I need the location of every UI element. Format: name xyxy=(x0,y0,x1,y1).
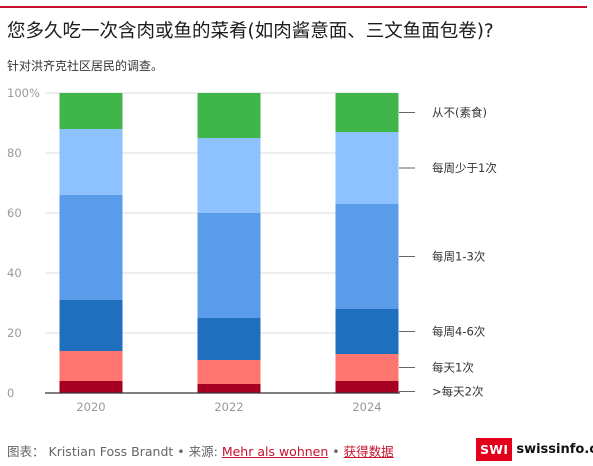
y-tick-label: 60 xyxy=(7,206,22,220)
chart-title: 您多久吃一次含肉或鱼的菜肴(如肉酱意面、三文鱼面包卷)? xyxy=(7,21,494,42)
bar-segment xyxy=(59,351,123,381)
bar-segment xyxy=(335,354,399,381)
bar-segment xyxy=(59,300,123,351)
bar-segment xyxy=(197,318,261,360)
bar-segment xyxy=(197,93,261,138)
separator: • xyxy=(332,444,340,459)
author-name: Kristian Foss Brandt xyxy=(48,444,174,459)
source-label: 来源: xyxy=(188,444,218,459)
get-data-link[interactable]: 获得数据 xyxy=(343,444,394,459)
bar-segment xyxy=(335,309,399,354)
graphic-label: 图表： xyxy=(7,444,45,459)
x-tick-label: 2022 xyxy=(214,400,243,414)
stacked-bar-chart: 0 20 40 60 80 100% 2020 2022 2024 >每天2次 每天1次 每周4-6次… xyxy=(7,86,497,414)
chart-subtitle: 针对洪齐克社区居民的调查。 xyxy=(7,59,164,73)
bar-segment xyxy=(335,204,399,309)
legend-label: 每周少于1次 xyxy=(432,161,497,175)
y-tick-label: 0 xyxy=(7,386,14,400)
swi-logo-box: SWI xyxy=(476,437,513,461)
bar-segment xyxy=(197,384,261,393)
bar-segment xyxy=(59,381,123,393)
bar-segment xyxy=(197,138,261,213)
bar-segment xyxy=(335,132,399,204)
bar-segment xyxy=(59,129,123,195)
legend-label: 从不(素食) xyxy=(432,106,487,120)
bar-segment xyxy=(335,381,399,393)
footer: 图表： Kristian Foss Brandt • 来源: Mehr als … xyxy=(7,441,394,460)
x-tick-label: 2020 xyxy=(76,400,105,414)
top-accent-rule xyxy=(0,6,587,8)
bar-segment xyxy=(335,93,399,132)
source-link[interactable]: Mehr als wohnen xyxy=(221,444,329,459)
separator: • xyxy=(177,444,185,459)
bar-segment xyxy=(59,195,123,300)
legend-label: 每周4-6次 xyxy=(432,325,486,339)
y-tick-label: 40 xyxy=(7,266,22,280)
bar-segment xyxy=(197,213,261,318)
y-tick-label: 100% xyxy=(7,86,40,100)
legend-label: 每周1-3次 xyxy=(432,250,486,264)
legend-label: >每天2次 xyxy=(432,385,484,399)
y-tick-label: 20 xyxy=(7,326,22,340)
swi-logo-text: swissinfo.ch xyxy=(516,441,593,457)
swissinfo-logo[interactable]: SWI swissinfo.ch xyxy=(476,437,593,461)
y-tick-label: 80 xyxy=(7,146,22,160)
bar-segment xyxy=(59,93,123,129)
x-tick-label: 2024 xyxy=(352,400,381,414)
bar-segment xyxy=(197,360,261,384)
legend-label: 每天1次 xyxy=(432,361,474,375)
